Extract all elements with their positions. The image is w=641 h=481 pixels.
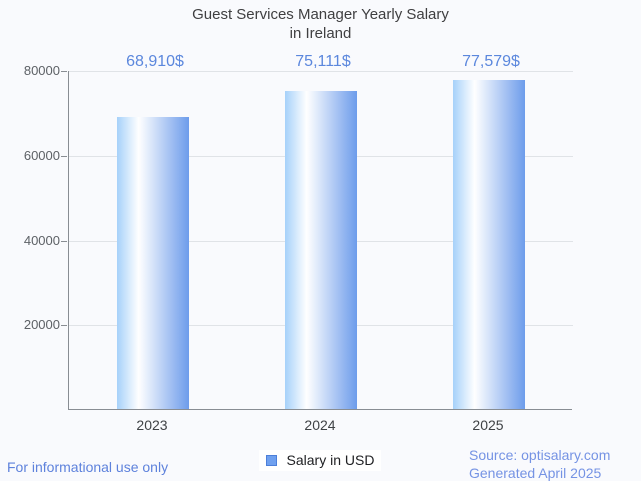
bar-2024[interactable]: [285, 91, 357, 409]
value-label-2023: 68,910$: [126, 53, 184, 70]
source-credit: Source: optisalary.com Generated April 2…: [469, 446, 610, 481]
y-axis-tick: [61, 325, 67, 326]
legend-item-salary[interactable]: Salary in USD: [258, 450, 382, 471]
legend: Salary in USD: [68, 450, 572, 471]
y-axis-label-20000: 20000: [23, 317, 60, 332]
plot-area: [68, 71, 573, 410]
x-axis-label-2024: 2024: [304, 417, 336, 433]
disclaimer-text: For informational use only: [7, 459, 169, 475]
generated-date: Generated April 2025: [469, 465, 602, 481]
y-axis-tick: [61, 241, 67, 242]
legend-label: Salary in USD: [286, 452, 375, 468]
y-axis-tick: [61, 71, 67, 72]
legend-swatch-icon: [265, 455, 277, 466]
gridline-80000: [69, 71, 573, 72]
chart-title-line1: Guest Services Manager Yearly Salary: [192, 6, 449, 23]
x-axis-label-2023: 2023: [136, 417, 168, 433]
bar-2025[interactable]: [453, 80, 525, 409]
y-axis-tick: [61, 156, 67, 157]
value-label-2024: 75,111$: [295, 53, 351, 70]
y-axis-label-60000: 60000: [23, 148, 60, 163]
value-label-2025: 77,579$: [462, 53, 520, 70]
y-axis-label-40000: 40000: [23, 233, 60, 248]
x-axis-label-2025: 2025: [472, 417, 504, 433]
source-link[interactable]: Source: optisalary.com: [469, 447, 611, 463]
chart-title-line2: in Ireland: [289, 25, 352, 42]
y-axis-label-80000: 80000: [23, 63, 60, 78]
chart-title: Guest Services Manager Yearly Salary in …: [0, 5, 641, 43]
bar-2023[interactable]: [117, 117, 189, 409]
